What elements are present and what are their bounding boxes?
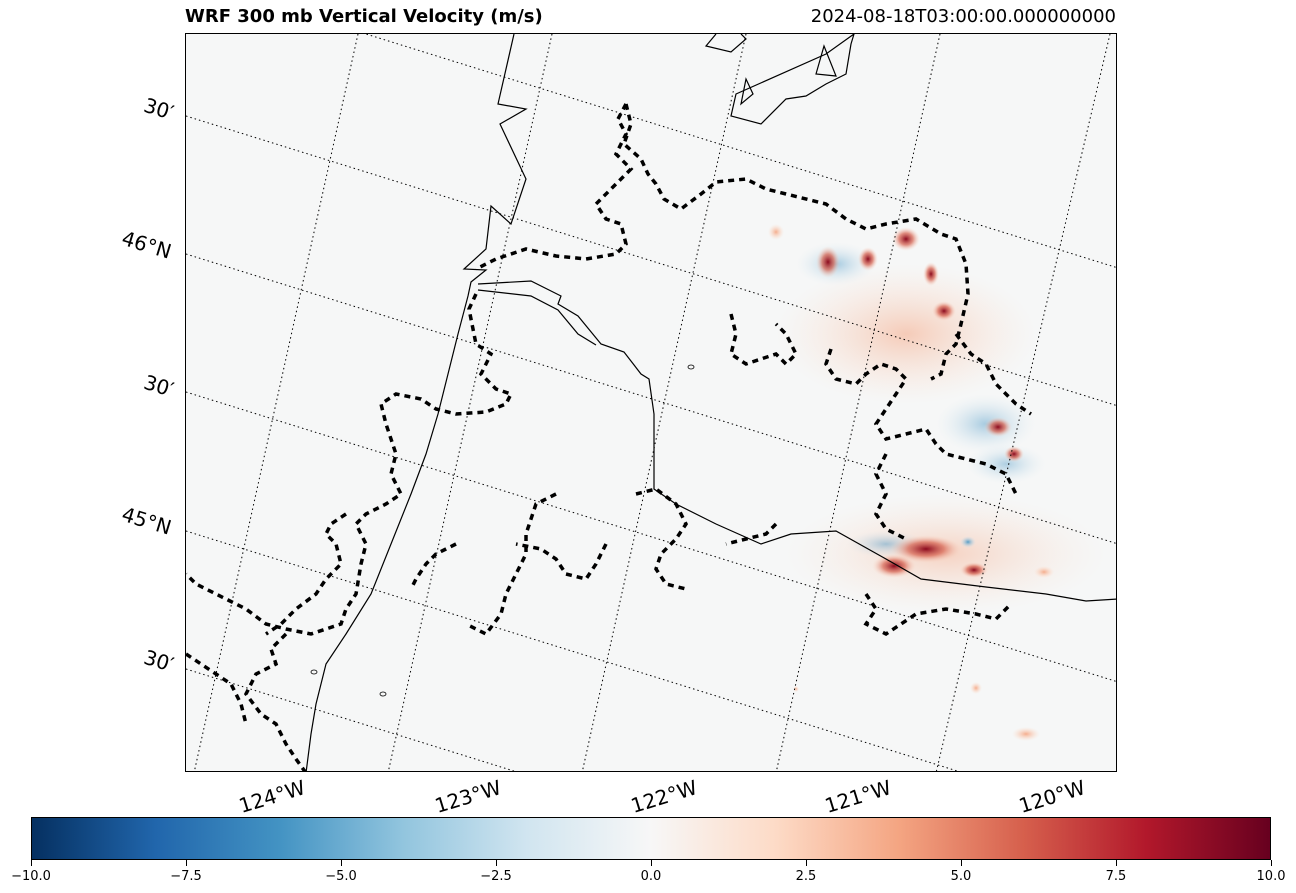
colorbar-tick-label: 0.0	[640, 869, 662, 884]
colorbar-tick	[340, 860, 342, 866]
colorbar-tick-label: 10.0	[1256, 869, 1286, 884]
colorbar-tick	[495, 860, 497, 866]
colorbar-gradient	[32, 818, 1270, 859]
latitude-label: 45°N	[118, 502, 175, 540]
coastline	[305, 34, 1116, 771]
colorbar-tick-label: 5.0	[950, 869, 972, 884]
longitude-label: 123°W	[432, 775, 505, 818]
terrain-contours	[186, 103, 1032, 771]
latitude-label: 46°N	[118, 226, 175, 264]
colorbar-tick	[805, 860, 807, 866]
longitude-label: 124°W	[236, 775, 309, 818]
colorbar-tick	[30, 860, 32, 866]
latitude-label: 30′	[140, 645, 177, 677]
graticule	[186, 34, 1116, 771]
colorbar-tick-label: 2.5	[795, 869, 817, 884]
timestamp-label: 2024-08-18T03:00:00.000000000	[810, 6, 1116, 27]
map-canvas	[186, 34, 1116, 771]
colorbar-tick	[960, 860, 962, 866]
colorbar-tick	[1115, 860, 1117, 866]
colorbar-tick	[1270, 860, 1272, 866]
colorbar-tick-label: 7.5	[1105, 869, 1127, 884]
map-panel	[185, 33, 1117, 772]
longitude-label: 120°W	[1016, 775, 1089, 818]
colorbar	[31, 817, 1271, 860]
longitude-label: 122°W	[628, 775, 701, 818]
velocity-field	[768, 224, 1106, 741]
longitude-label: 121°W	[822, 775, 895, 818]
colorbar-tick-label: −5.0	[325, 869, 357, 884]
colorbar-tick-label: −2.5	[480, 869, 512, 884]
map-title: WRF 300 mb Vertical Velocity (m/s)	[185, 6, 543, 27]
colorbar-tick-label: −7.5	[170, 869, 202, 884]
latitude-label: 30′	[140, 93, 177, 125]
colorbar-tick	[650, 860, 652, 866]
lake-outlines	[310, 364, 695, 697]
colorbar-tick-label: −10.0	[11, 869, 51, 884]
colorbar-tick	[185, 860, 187, 866]
latitude-label: 30′	[140, 370, 177, 402]
